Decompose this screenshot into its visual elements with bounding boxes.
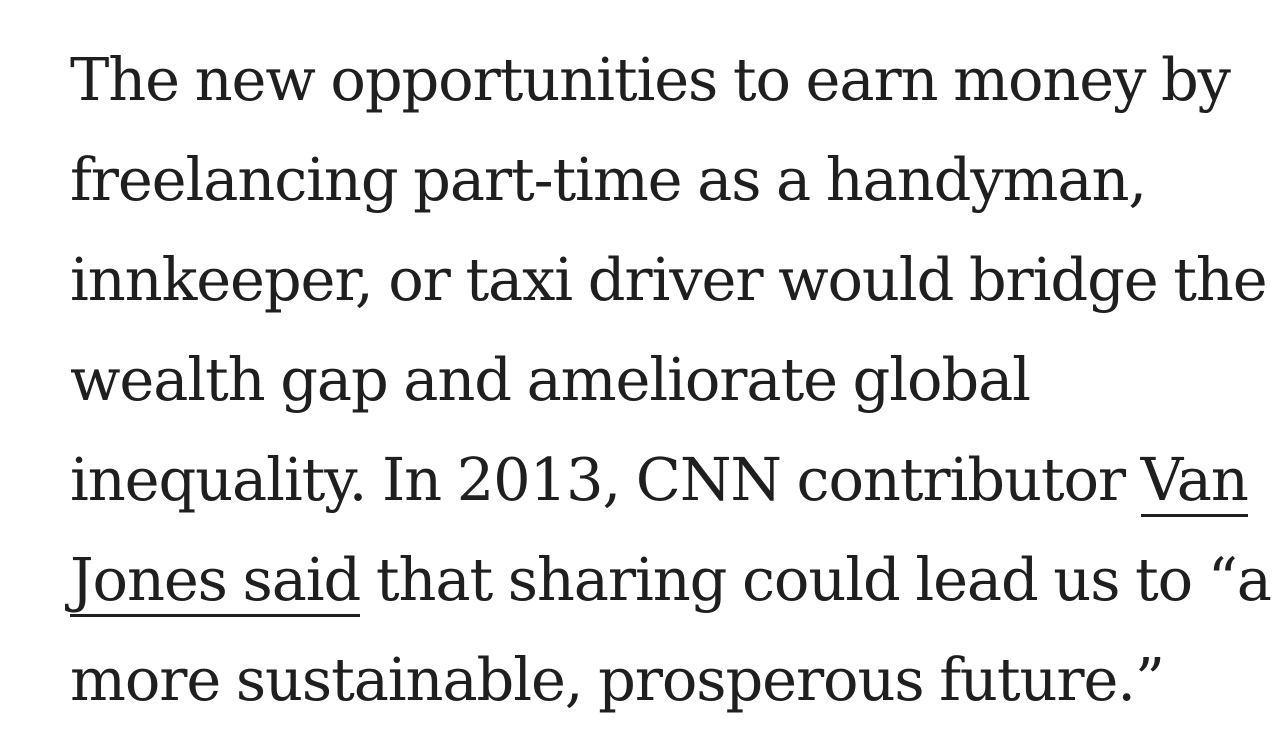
paragraph-line: Jones said that sharing could lead us to… [70, 530, 1272, 630]
paragraph-line: The new opportunities to earn money by [70, 45, 1231, 114]
paragraph-text: that sharing could lead us to “a [360, 545, 1272, 614]
paragraph-line: more sustainable, prosperous future.” [70, 645, 1165, 714]
paragraph-line: inequality. In 2013, CNN contributor Van [70, 430, 1249, 530]
van-jones-link[interactable]: Van [1140, 445, 1249, 517]
van-jones-said-link[interactable]: Jones said [70, 545, 361, 617]
paragraph-line: freelancing part-time as a handyman, [70, 145, 1147, 214]
article-paragraph: The new opportunities to earn money by f… [70, 30, 1272, 730]
paragraph-text: inequality. In 2013, CNN contributor [70, 445, 1141, 514]
paragraph-line: innkeeper, or taxi driver would bridge t… [70, 245, 1268, 314]
paragraph-line: wealth gap and ameliorate global [70, 345, 1031, 414]
